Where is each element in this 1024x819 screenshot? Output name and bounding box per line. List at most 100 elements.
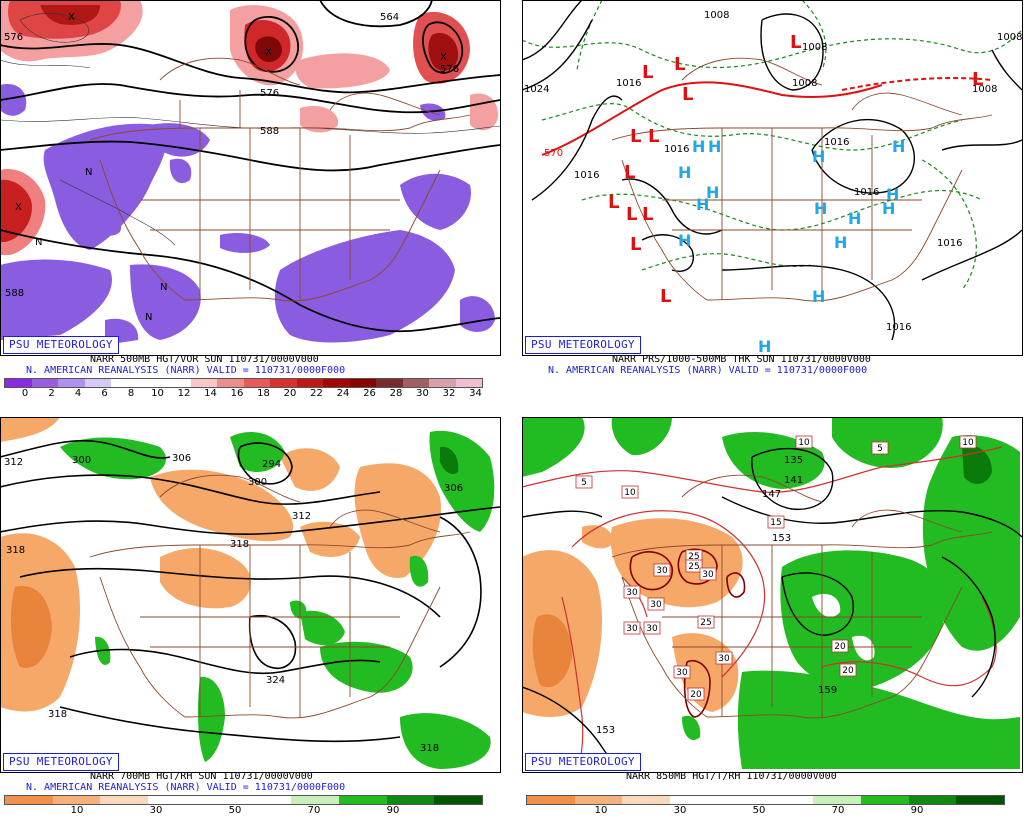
color-scale-tick-label: 16 [230,388,244,399]
low-center: L [630,126,641,147]
product-title: NARR PRS/1000-500MB THK SUN 110731/0000V… [612,354,871,365]
contour-label: 141 [784,475,803,486]
low-center: L [972,69,983,90]
color-scale-tick-label: 28 [389,388,403,399]
color-scale-swatch [323,379,350,387]
color-scale-tick-label: 30 [149,805,163,816]
color-scale-swatch [111,379,138,387]
isobars [522,0,1023,341]
vorticity-scale-ticks: 0 2 4 6 8 10 12 14 16 18 20 22 24 26 28 30 32 34 [0,388,502,402]
temperature-label: 5 [871,441,889,455]
svg-text:10: 10 [962,438,974,448]
political-boundaries [611,474,993,719]
high-center: H [814,199,827,218]
color-scale-swatch [296,379,323,387]
svg-text:20: 20 [690,690,702,700]
psu-meteorology-badge: PSU METEOROLOGY [3,753,119,771]
freezing-thickness-line [541,77,993,156]
color-scale-swatch [31,379,58,387]
contour-label: 564 [380,12,399,23]
svg-text:30: 30 [626,588,638,598]
low-center: L [648,126,659,147]
color-scale-tick-label: 90 [386,805,400,816]
contour-labels: 312 300 306 294 300 312 318 318 324 318 … [4,453,463,754]
max-marker: X [15,202,22,213]
svg-text:25: 25 [688,552,699,562]
map-surface-pressure: 1008 1016 1024 1016 1016 1008 1008 1016 … [522,0,1023,356]
isobar-label: 1008 [972,84,997,95]
isobar-label: 1008 [792,78,817,89]
moist-areas [60,430,495,769]
contour-label: 300 [248,477,267,488]
color-scale-swatch [908,796,957,804]
svg-text:30: 30 [626,624,638,634]
thickness-label: 570 [544,148,563,159]
temperature-label: 30 [653,563,671,577]
low-center: L [626,204,637,225]
color-scale-swatch [52,796,101,804]
svg-text:15: 15 [770,518,781,528]
contour-label: 135 [784,455,803,466]
min-marker: N [160,282,167,293]
vorticity-markers: X X X X N N N N [15,12,447,323]
high-center: H [882,199,895,218]
high-center: H [834,233,847,252]
temperature-label: 20 [831,639,849,653]
vorticity-negative-areas [0,84,495,345]
max-marker: X [265,47,272,58]
color-scale-tick-label: 50 [228,805,242,816]
high-center: H [708,137,721,156]
color-scale-tick-label: 70 [831,805,845,816]
high-center: H [812,147,825,166]
color-scale-swatch [765,796,814,804]
high-center: H [848,209,861,228]
map-700mb: 312 300 306 294 300 312 318 318 324 318 … [0,417,501,773]
low-center: L [642,204,653,225]
low-center: L [630,234,641,255]
temperature-label: 30 [623,585,641,599]
contour-label: 318 [230,539,249,550]
color-scale-tick-label: 4 [74,388,82,399]
min-marker: N [145,312,152,323]
temperature-label: 5 [575,475,593,489]
isobar-label: 1016 [937,238,962,249]
temperature-label: 10 [621,485,639,499]
contour-label: 312 [292,511,311,522]
temperature-label: 15 [767,515,785,529]
isobar-label: 1016 [664,144,689,155]
svg-text:20: 20 [842,666,854,676]
color-scale-tick-label: 70 [307,805,321,816]
color-scale-tick-label: 30 [673,805,687,816]
color-scale-swatch [243,796,292,804]
psu-meteorology-badge: PSU METEOROLOGY [525,753,641,771]
contour-label: 300 [72,455,91,466]
color-scale-swatch [670,796,718,804]
color-scale-swatch [195,796,244,804]
low-center: L [642,62,653,83]
high-center: H [886,185,899,204]
contour-label: 318 [420,743,439,754]
rh-color-scale [4,795,483,805]
panel-500mb-vorticity: 576 564 576 588 588 576 X X X X N N N N … [0,0,502,402]
color-scale-swatch [956,796,1005,804]
color-scale-swatch [291,796,339,804]
political-boundaries [89,57,471,302]
color-scale-swatch [148,796,196,804]
psu-meteorology-badge: PSU METEOROLOGY [525,336,641,354]
panel-700mb-relative-humidity: 312 300 306 294 300 312 318 318 324 318 … [0,417,502,819]
color-scale-tick-label: 12 [177,388,191,399]
color-scale-tick-label: 10 [70,805,84,816]
svg-text:30: 30 [650,600,662,610]
color-scale-tick-label: 22 [310,388,323,399]
valid-time-line: N. AMERICAN REANALYSIS (NARR) VALID = 11… [26,782,346,793]
svg-text:30: 30 [718,654,730,664]
color-scale-tick-label: 10 [594,805,608,816]
color-scale-tick-label: 24 [336,388,350,399]
contour-labels: 576 564 576 588 588 576 [4,12,459,299]
product-title: NARR 500MB HGT/VOR SUN 110731/0000V000 [90,354,319,365]
color-scale-swatch [84,379,111,387]
color-scale-tick-label: 2 [48,388,55,399]
temperature-label: 10 [959,435,977,449]
low-pressure-centers: L L L L L L L L L L L L L [608,32,983,307]
